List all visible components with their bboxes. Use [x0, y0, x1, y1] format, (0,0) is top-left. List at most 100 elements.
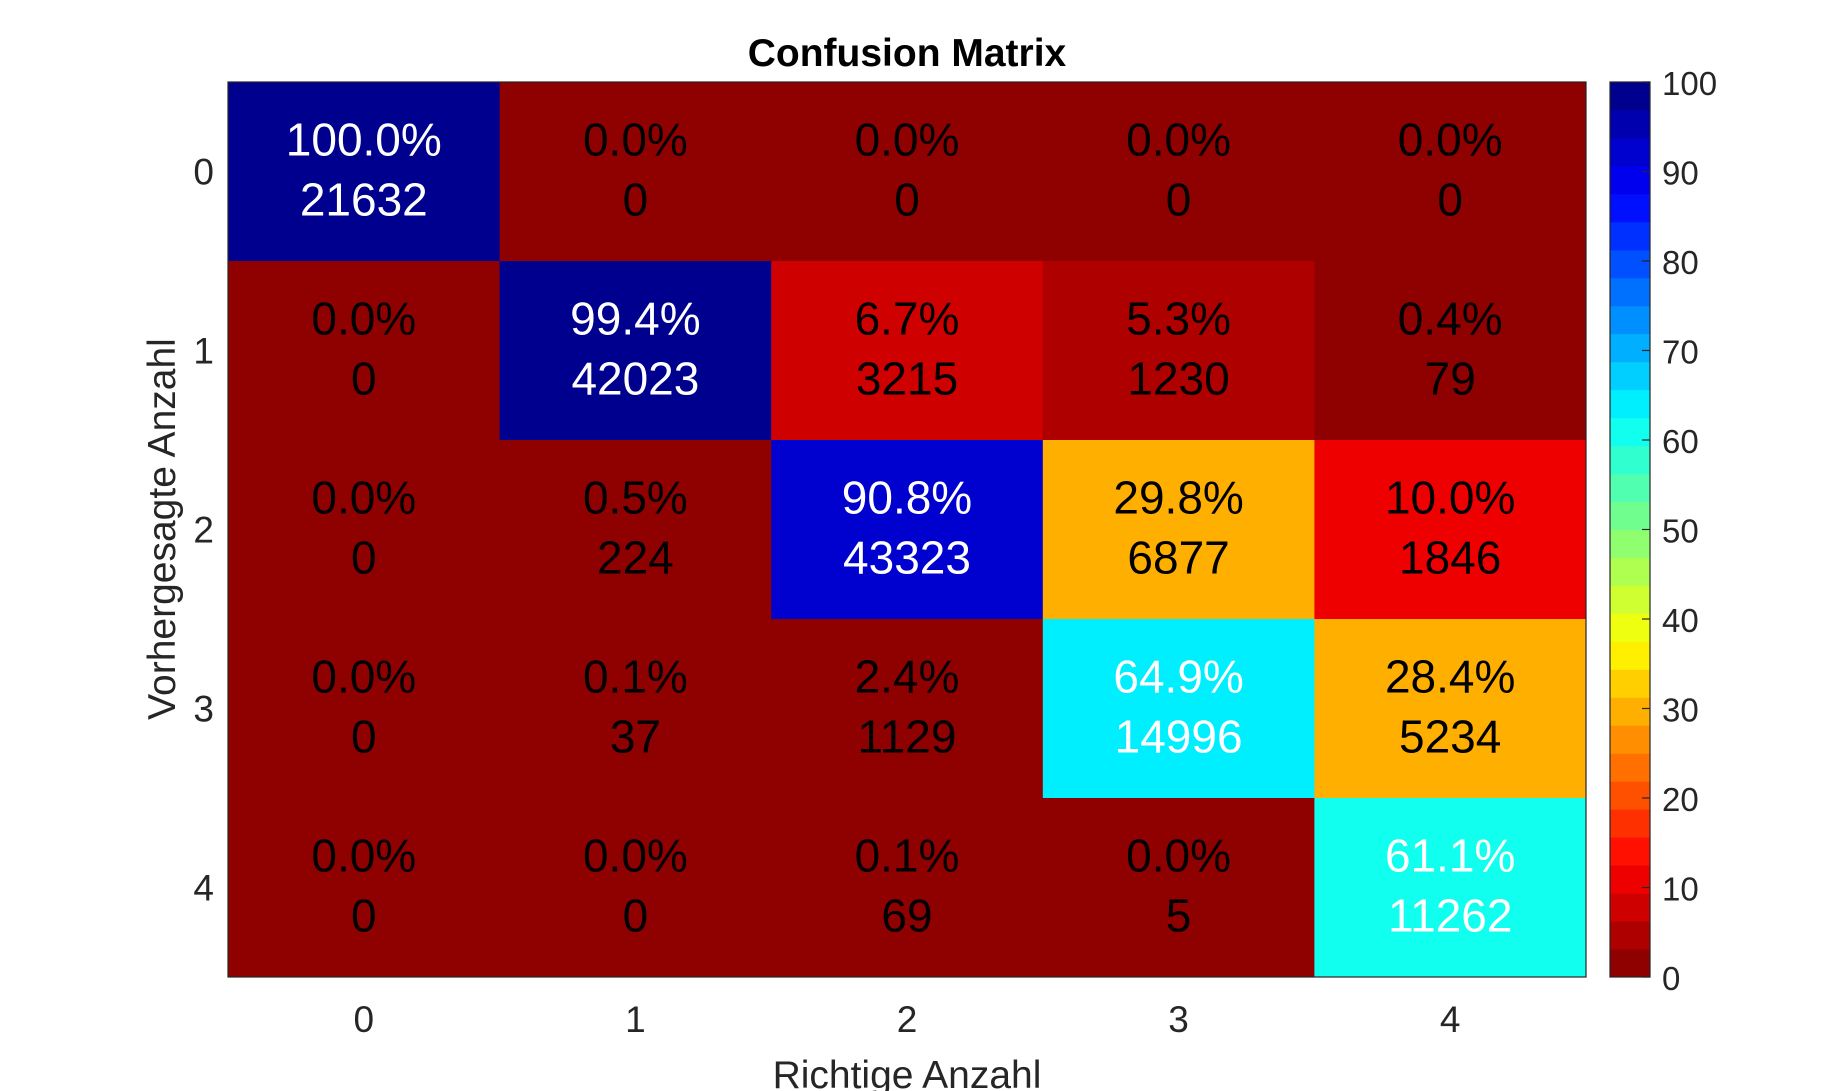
y-axis-ticks: 0 1 2 3 4 [193, 152, 214, 909]
colorbar-segment [1610, 137, 1650, 167]
colorbar [1609, 81, 1651, 978]
cell-count-label: 11262 [1388, 890, 1513, 942]
cell-count-label: 21632 [300, 174, 428, 226]
cell-percent-label: 99.4% [570, 293, 700, 345]
colorbar-tick-label: 20 [1662, 781, 1699, 818]
colorbar-segment [1610, 865, 1650, 894]
heatmap-cell-r3-c2 [771, 619, 1044, 799]
colorbar-segment [1610, 417, 1650, 447]
colorbar-segment [1610, 753, 1650, 782]
cell-count-label: 1846 [1399, 532, 1501, 584]
cell-count-label: 1129 [858, 711, 957, 763]
cell-percent-label: 0.0% [311, 830, 416, 882]
heatmap-cell-r1-c0 [228, 261, 501, 441]
cell-count-label: 6877 [1127, 532, 1229, 584]
colorbar-segment [1610, 697, 1650, 726]
colorbar-segment [1610, 781, 1650, 810]
x-tick-label: 0 [354, 999, 375, 1040]
heatmap-cell-r2-c1 [499, 440, 772, 620]
heatmap-cells [228, 82, 1587, 978]
cell-percent-label: 0.0% [583, 830, 688, 882]
cell-count-label: 3215 [856, 353, 958, 405]
heatmap-cell-r1-c3 [1042, 261, 1315, 441]
cell-count-label: 37 [610, 711, 661, 763]
colorbar-segment [1610, 921, 1650, 950]
cell-count-label: 14996 [1115, 711, 1243, 763]
colorbar-segment [1610, 193, 1650, 223]
x-tick-label: 4 [1440, 999, 1461, 1040]
colorbar-segment [1610, 725, 1650, 754]
colorbar-segment [1610, 893, 1650, 922]
cell-count-label: 1230 [1127, 353, 1229, 405]
colorbar-segment [1610, 249, 1650, 279]
colorbar-segment [1610, 389, 1650, 419]
cell-count-label: 0 [623, 174, 649, 226]
heatmap-cell-r0-c0 [228, 82, 501, 262]
heatmap-cell-r4-c3 [1042, 798, 1315, 978]
colorbar-segment [1610, 809, 1650, 838]
cell-count-label: 79 [1425, 353, 1476, 405]
cell-percent-label: 0.0% [583, 114, 688, 166]
y-tick-label: 2 [193, 510, 214, 551]
chart-title: Confusion Matrix [748, 32, 1067, 75]
cell-count-label: 224 [597, 532, 674, 584]
heatmap-cell-r1-c1 [499, 261, 772, 441]
y-tick-label: 4 [193, 868, 214, 909]
colorbar-tick-label: 40 [1662, 602, 1699, 639]
heatmap-cell-r4-c1 [499, 798, 772, 978]
cell-percent-label: 0.1% [583, 651, 688, 703]
cell-percent-label: 0.0% [311, 293, 416, 345]
colorbar-segment [1610, 557, 1650, 586]
cell-percent-label: 29.8% [1113, 472, 1243, 524]
heatmap-cell-r2-c0 [228, 440, 501, 620]
cell-percent-label: 2.4% [855, 651, 960, 703]
colorbar-segment [1610, 837, 1650, 866]
x-tick-label: 1 [625, 999, 646, 1040]
heatmap-cell-r4-c0 [228, 798, 501, 978]
colorbar-segment [1610, 529, 1650, 558]
cell-count-label: 5234 [1399, 711, 1501, 763]
cell-percent-label: 64.9% [1113, 651, 1243, 703]
cell-percent-label: 28.4% [1385, 651, 1515, 703]
x-tick-label: 3 [1168, 999, 1189, 1040]
cell-percent-label: 0.5% [583, 472, 688, 524]
x-axis-label: Richtige Anzahl [773, 1054, 1042, 1091]
cell-count-label: 0 [351, 532, 377, 584]
cell-percent-label: 0.0% [1126, 114, 1231, 166]
colorbar-segment [1610, 641, 1650, 670]
colorbar-ticks: 0 10 20 30 40 50 60 70 80 90 100 [1642, 65, 1717, 997]
colorbar-tick-label: 90 [1662, 155, 1699, 192]
heatmap-cell-r3-c3 [1042, 619, 1315, 799]
cell-percent-label: 0.4% [1398, 293, 1503, 345]
cell-count-label: 0 [894, 174, 920, 226]
colorbar-segment [1610, 82, 1650, 111]
heatmap-cell-r0-c4 [1314, 82, 1587, 262]
cell-count-label: 5 [1166, 890, 1192, 942]
cell-count-label: 0 [623, 890, 649, 942]
colorbar-tick-label: 10 [1662, 871, 1699, 908]
y-tick-label: 1 [193, 331, 214, 372]
colorbar-tick-label: 30 [1662, 692, 1699, 729]
heatmap-cell-r1-c2 [771, 261, 1044, 441]
colorbar-segment [1610, 305, 1650, 335]
cell-percent-label: 90.8% [842, 472, 972, 524]
y-axis-label: Vorhergesagte Anzahl [141, 338, 184, 720]
y-tick-label: 3 [193, 689, 214, 730]
heatmap-cell-r2-c4 [1314, 440, 1587, 620]
colorbar-tick-label: 0 [1662, 960, 1680, 997]
cell-count-label: 0 [351, 890, 377, 942]
cell-percent-label: 0.0% [1126, 830, 1231, 882]
heatmap-cell-r0-c1 [499, 82, 772, 262]
x-axis-ticks: 0 1 2 3 4 [354, 999, 1461, 1040]
heatmap-cell-r0-c3 [1042, 82, 1315, 262]
colorbar-segment [1610, 333, 1650, 363]
y-tick-label: 0 [193, 152, 214, 193]
heatmap-cell-r3-c1 [499, 619, 772, 799]
heatmap-cell-r3-c4 [1314, 619, 1587, 799]
cell-percent-label: 0.0% [311, 651, 416, 703]
cell-count-label: 0 [1437, 174, 1463, 226]
cell-percent-label: 5.3% [1126, 293, 1231, 345]
cell-count-label: 0 [1166, 174, 1192, 226]
colorbar-tick-label: 50 [1662, 513, 1699, 550]
